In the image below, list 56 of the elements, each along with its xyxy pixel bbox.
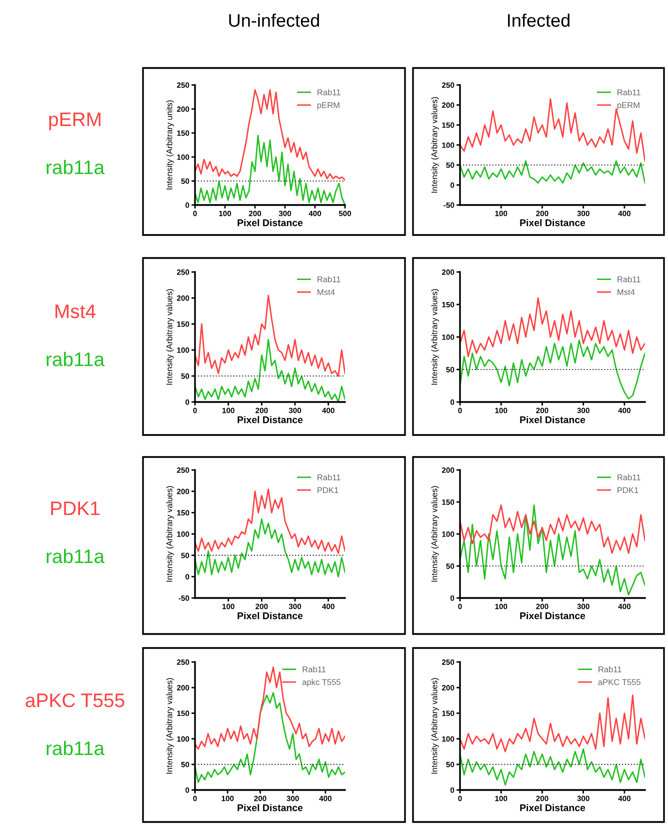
line-series	[195, 89, 345, 181]
legend-label: apkc T555	[302, 678, 340, 687]
y-axis-title: Intensity (Arbitrary values)	[431, 678, 439, 774]
text: PDK1	[51, 502, 100, 516]
chart-title: Un-infected	[229, 14, 320, 27]
line-series	[460, 297, 645, 358]
line-series	[460, 340, 645, 400]
x-axis-title: Pixel Distance	[520, 804, 586, 812]
y-axis-title: Intensity (Arbitrary units)	[166, 100, 174, 190]
y-axis-title: Intensity (Arbitrary values)	[166, 678, 174, 774]
y-axis-title: Intensity (Arbitrary values)	[431, 486, 439, 582]
line-series	[195, 294, 345, 377]
line-series	[195, 666, 345, 750]
line-series	[460, 98, 645, 162]
legend-label: Rab11	[618, 89, 640, 96]
legend-label: pERM	[617, 102, 640, 110]
line-series	[460, 748, 645, 786]
text: rab11a	[46, 352, 105, 366]
legend-label: aPKC T555	[598, 679, 640, 686]
text: rab11a	[46, 548, 105, 564]
legend-label: PDK1	[618, 487, 638, 493]
chart-title: Infected	[508, 14, 570, 27]
x-axis-title: Pixel Distance	[238, 416, 303, 424]
line-series	[195, 488, 345, 554]
text: pERM	[49, 112, 100, 130]
text: rab11a	[46, 740, 105, 756]
x-axis-title: Pixel Distance	[520, 416, 586, 424]
line-series	[460, 694, 645, 752]
line-series	[460, 160, 645, 184]
x-axis-title: Pixel Distance	[238, 219, 303, 226]
legend-label: Rab11	[318, 89, 340, 96]
legend-label: Rab11	[318, 276, 340, 282]
legend-label: Rab11	[598, 666, 622, 672]
x-axis-title: Pixel Distance	[520, 219, 586, 226]
legend-label: Rab11	[302, 666, 326, 672]
y-axis-title: Intensity (Arbitrary values)	[431, 289, 439, 385]
line-series	[460, 504, 645, 554]
x-axis-title: Pixel Distance	[238, 612, 303, 620]
legend-label: PDK1	[318, 487, 338, 493]
y-axis-title: Intensity (Arbitrary values)	[431, 97, 439, 193]
y-axis-title: Intensity (Arbitrary values)	[166, 486, 174, 582]
text: rab11a	[46, 160, 105, 174]
x-axis-title: Pixel Distance	[238, 804, 303, 812]
line-series	[195, 692, 345, 784]
x-axis-title: Pixel Distance	[520, 612, 586, 620]
legend-label: Rab11	[618, 474, 640, 480]
y-axis-title: Intensity (Arbitrary values)	[166, 289, 174, 385]
legend-label: Mst4	[618, 289, 635, 296]
text: aPKC T555	[26, 693, 124, 708]
legend-label: pERM	[317, 102, 340, 110]
legend-label: Rab11	[618, 276, 640, 282]
legend-label: Mst4	[318, 289, 335, 296]
line-series	[195, 518, 345, 578]
line-series	[460, 504, 645, 596]
legend-label: Rab11	[318, 474, 340, 480]
text: Mst4	[56, 304, 96, 318]
